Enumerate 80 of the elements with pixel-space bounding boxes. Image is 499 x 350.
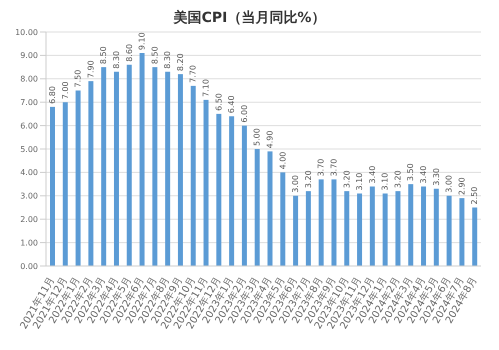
bar [408, 184, 414, 266]
bar [126, 64, 132, 266]
bar [357, 193, 362, 266]
bar [459, 198, 464, 266]
data-label: 3.00 [444, 174, 454, 193]
bar [395, 191, 400, 266]
data-label: 3.70 [329, 158, 338, 176]
bar [190, 86, 196, 266]
bar [318, 179, 324, 266]
bar [293, 196, 298, 266]
data-label: 3.30 [432, 168, 441, 186]
data-label: 8.20 [176, 53, 185, 72]
y-tick-label: 10.00 [15, 28, 38, 37]
bar [331, 179, 336, 266]
data-label: 8.60 [124, 44, 134, 62]
data-label: 4.00 [278, 152, 288, 170]
y-tick-label: 4.00 [20, 168, 38, 178]
data-label: 5.00 [252, 128, 262, 146]
bar [370, 186, 375, 266]
data-label: 3.00 [291, 174, 300, 193]
bar [242, 126, 247, 266]
data-label: 4.90 [266, 130, 274, 148]
bar [268, 151, 272, 266]
data-label: 3.50 [406, 163, 416, 182]
bar [152, 67, 158, 266]
bar [178, 74, 183, 266]
bar [50, 106, 55, 266]
y-tick-label: 0.00 [20, 262, 38, 271]
bar [254, 149, 260, 266]
data-label: 8.30 [112, 50, 121, 69]
data-label: 7.70 [188, 65, 198, 83]
data-label: 8.50 [150, 46, 160, 64]
y-tick-label: 5.00 [20, 144, 38, 154]
bar [434, 188, 439, 266]
bar [88, 81, 94, 266]
y-tick-label: 3.00 [20, 192, 38, 201]
bar [421, 186, 426, 266]
data-label: 8.30 [163, 50, 172, 69]
y-tick-label: 2.00 [20, 215, 38, 224]
data-label: 6.40 [227, 95, 236, 114]
bar [76, 90, 81, 266]
data-label: 3.10 [355, 172, 364, 190]
y-tick-label: 1.00 [20, 238, 38, 248]
bar [216, 114, 222, 266]
bar [140, 53, 145, 266]
bar [382, 193, 388, 266]
bar [229, 116, 234, 266]
chart-title: 美国CPI（当月同比%） [172, 8, 326, 28]
data-label: 3.20 [342, 170, 352, 188]
bar [306, 191, 311, 266]
y-tick-label: 9.00 [20, 51, 38, 60]
data-label: 2.50 [470, 186, 480, 204]
data-label: 7.00 [60, 81, 70, 100]
data-label: 3.70 [316, 158, 326, 176]
data-label: 8.50 [99, 46, 108, 64]
data-label: 3.40 [368, 166, 377, 184]
data-label: 6.50 [214, 93, 224, 111]
data-label: 3.40 [419, 166, 428, 184]
bar [344, 191, 350, 266]
bar [62, 102, 68, 266]
data-label: 6.80 [48, 86, 57, 104]
y-tick-label: 6.00 [20, 121, 38, 130]
bar [165, 72, 170, 266]
bar [446, 196, 452, 266]
y-tick-label: 7.00 [20, 98, 38, 108]
data-label: 3.10 [380, 172, 390, 190]
data-label: 3.20 [393, 170, 402, 188]
data-label: 7.50 [74, 70, 83, 88]
y-tick-label: 8.00 [20, 74, 38, 84]
data-label: 7.90 [86, 60, 96, 78]
bar [204, 100, 209, 266]
bar [114, 72, 119, 266]
data-label: 9.10 [138, 32, 147, 50]
data-label: 2.90 [457, 177, 466, 196]
bar [280, 172, 286, 266]
bar [101, 67, 106, 266]
data-label: 7.10 [202, 79, 211, 97]
bar [472, 208, 478, 266]
data-label: 6.00 [240, 104, 249, 123]
data-label: 3.20 [304, 170, 313, 188]
